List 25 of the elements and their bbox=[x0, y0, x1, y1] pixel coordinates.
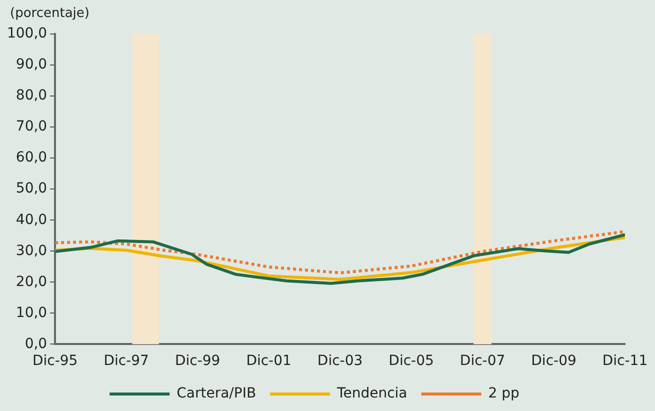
y-tick-label: 90,0 bbox=[16, 56, 48, 73]
y-tick-label: 10,0 bbox=[16, 304, 48, 321]
x-tick-label: Dic-01 bbox=[246, 353, 292, 370]
x-tick-label: Dic-97 bbox=[104, 353, 149, 370]
x-tick-label: Dic-99 bbox=[174, 353, 220, 370]
legend-label: Tendencia bbox=[336, 386, 408, 402]
y-tick-label: 80,0 bbox=[16, 88, 48, 104]
y-tick-label: 30,0 bbox=[16, 242, 48, 259]
y-tick-label: 50,0 bbox=[16, 180, 48, 197]
y-tick-label: 70,0 bbox=[16, 118, 48, 135]
x-tick-label: Dic-07 bbox=[460, 353, 506, 370]
x-tick-label: Dic-03 bbox=[317, 353, 363, 370]
x-tick-label: Dic-09 bbox=[531, 353, 576, 370]
y-tick-label: 0,0 bbox=[24, 336, 48, 352]
line-series bbox=[55, 230, 625, 274]
x-tick-label: Dic-05 bbox=[388, 353, 434, 370]
y-tick-label: 100,0 bbox=[6, 26, 48, 42]
y-tick-label: 60,0 bbox=[16, 150, 48, 166]
legend-label: Cartera/PIB bbox=[176, 386, 256, 402]
y-tick-label: 20,0 bbox=[16, 274, 48, 290]
legend-label: 2 pp bbox=[488, 386, 520, 402]
y-axis-title: (porcentaje) bbox=[10, 6, 90, 21]
x-tick-label: Dic-11 bbox=[602, 353, 648, 370]
x-tick-label: Dic-95 bbox=[32, 353, 78, 370]
y-tick-label: 40,0 bbox=[16, 212, 48, 228]
